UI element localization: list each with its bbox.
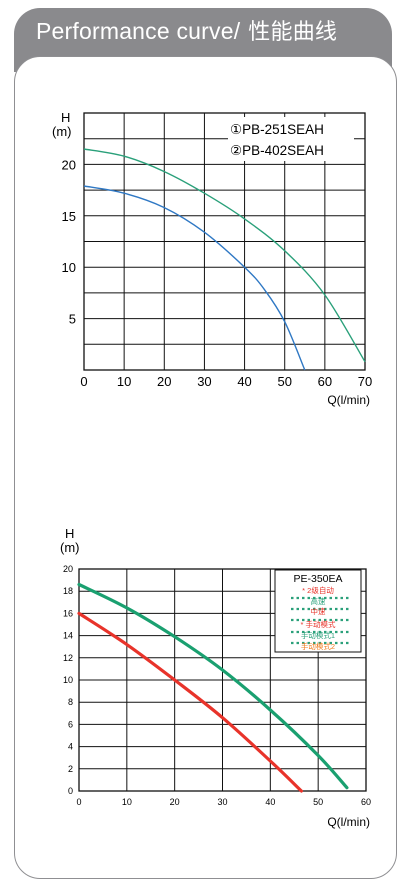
y-tick-label: 14 [63,631,73,641]
y-axis-unit: (m) [60,540,80,555]
x-tick-label: 10 [122,797,132,807]
legend-entry: 手动模式1 [301,630,335,640]
legend-entry: 高速 [311,596,326,606]
series-line [77,611,303,793]
y-tick-label: 8 [68,697,73,707]
y-tick-label: 20 [63,564,73,574]
page-title: Performance curve/性能曲线 [36,14,337,48]
y-tick-label: 6 [68,719,73,729]
y-tick-label: 5 [69,312,76,327]
x-tick-label: 40 [237,374,251,389]
x-tick-label: 30 [197,374,211,389]
x-tick-label: 50 [277,374,291,389]
y-axis-label: H [65,526,74,541]
x-tick-label: 20 [157,374,171,389]
plot-frame [83,112,366,371]
legend-entry: * 手动模式 [300,619,336,629]
y-axis-unit: (m) [52,124,72,139]
x-tick-label: 20 [170,797,180,807]
x-tick-label: 50 [313,797,323,807]
y-tick-label: 15 [62,209,76,224]
x-tick-label: 0 [80,374,87,389]
title-chinese: 性能曲线 [248,20,338,45]
legend-entry: 中速 [311,606,326,616]
legend-box [274,569,362,653]
x-tick-label: 60 [318,374,332,389]
series-line [83,148,366,363]
legend-entry: ①PB-251SEAH [230,122,324,137]
x-tick-label: 70 [358,374,372,389]
series-line [77,582,349,790]
x-tick-label: 10 [117,374,131,389]
legend-entry: ②PB-402SEAH [230,143,324,158]
y-tick-label: 2 [68,764,73,774]
y-tick-label: 18 [63,586,73,596]
title-english: Performance curve/ [36,18,241,44]
y-axis-label: H [61,110,70,125]
x-axis-label: Q(l/min) [327,393,370,407]
x-tick-label: 60 [361,797,371,807]
legend-entry: * 2级自动 [302,585,334,595]
x-tick-label: 30 [217,797,227,807]
legend-box [228,117,354,161]
y-tick-label: 10 [63,675,73,685]
legend-title: PE-350EA [293,573,342,585]
legend-entry: 手动模式2 [301,641,335,651]
x-axis-label: Q(l/min) [327,815,370,829]
y-tick-label: 10 [62,260,76,275]
series-line [83,185,306,371]
y-tick-label: 4 [68,742,73,752]
y-tick-label: 0 [68,786,73,796]
y-tick-label: 20 [62,157,76,172]
y-tick-label: 16 [63,608,73,618]
plot-frame [78,568,367,792]
y-tick-label: 12 [63,653,73,663]
x-tick-label: 40 [265,797,275,807]
x-tick-label: 0 [76,797,81,807]
